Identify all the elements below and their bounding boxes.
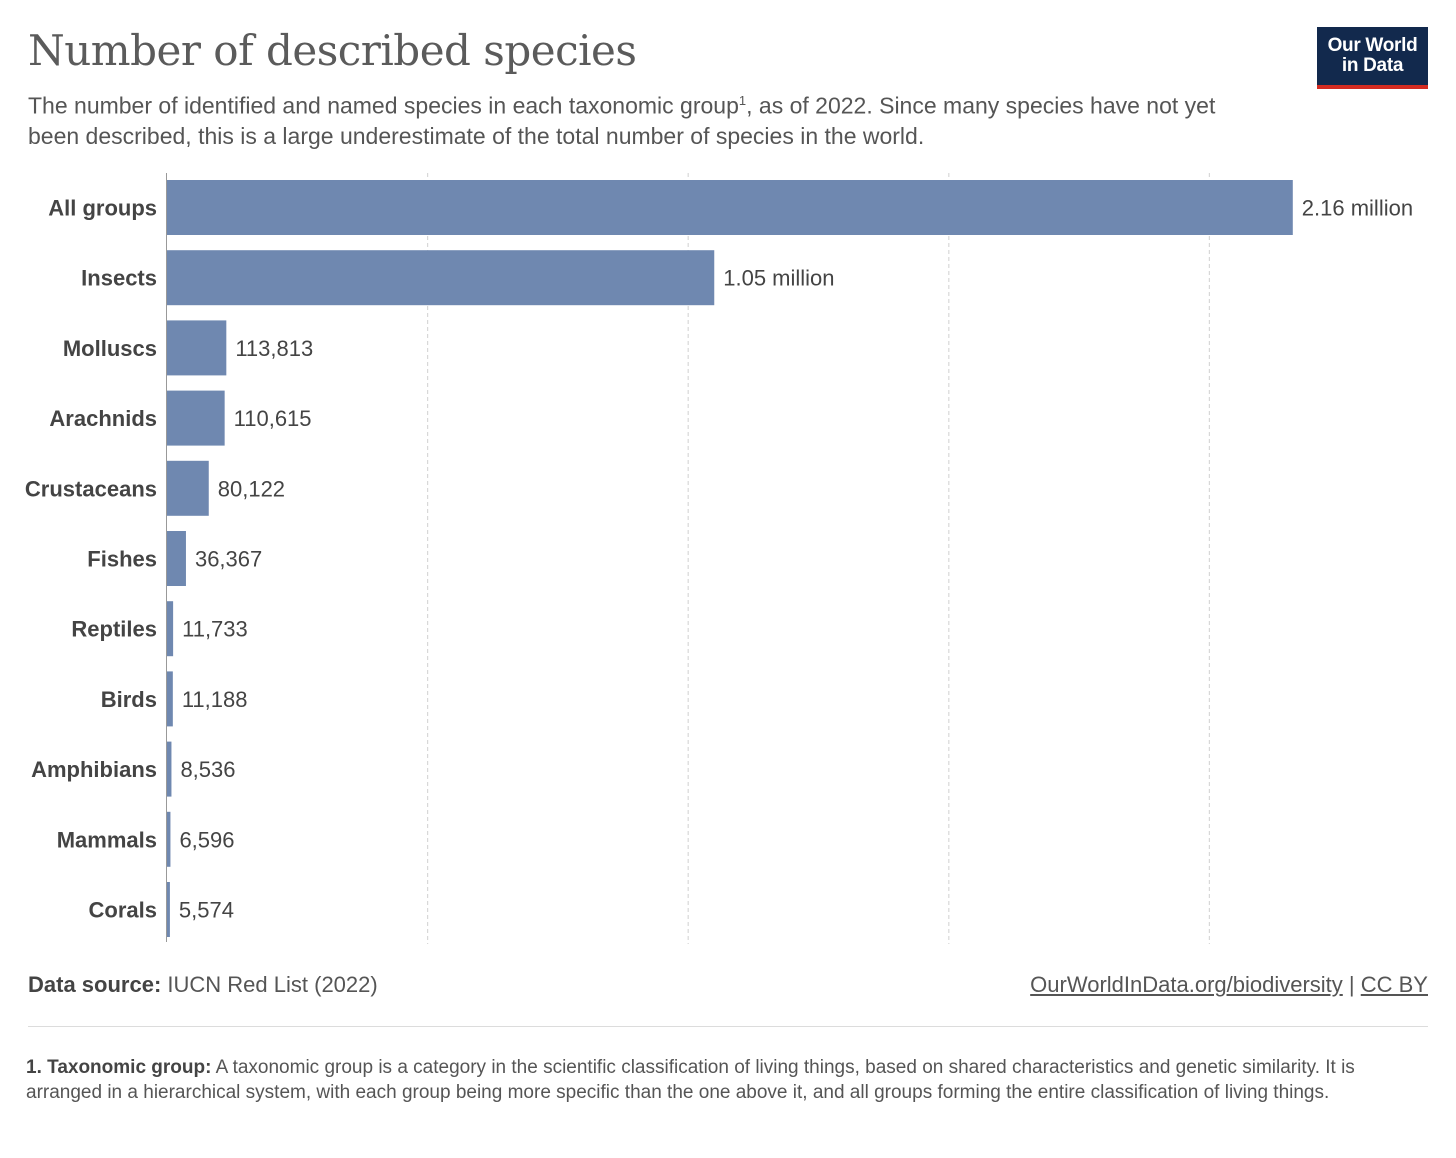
value-label: 1.05 million — [723, 266, 834, 291]
chart-title: Number of described species — [28, 26, 637, 75]
category-label: All groups — [48, 196, 157, 221]
category-label: Insects — [81, 266, 157, 291]
subtitle-text-end: , as of 2022. Since many species have no… — [28, 92, 1216, 149]
category-label: Arachnids — [49, 406, 157, 431]
bar[interactable] — [167, 601, 174, 657]
value-label: 113,813 — [235, 336, 313, 361]
bar[interactable] — [167, 531, 186, 586]
biodiversity-link[interactable]: OurWorldInData.org/biodiversity — [1030, 972, 1343, 997]
data-source: Data source: IUCN Red List (2022) — [28, 972, 378, 998]
bar[interactable] — [167, 250, 715, 306]
data-source-text: IUCN Red List (2022) — [167, 972, 378, 997]
footer-separator: | — [1348, 972, 1355, 997]
footer-links: OurWorldInData.org/biodiversity | CC BY — [1030, 972, 1428, 998]
value-label: 6,596 — [179, 827, 234, 852]
logo-line-2: in Data — [1341, 55, 1404, 76]
bar-chart: All groups 2.16 million Insects 1.05 millio… — [25, 173, 1413, 944]
footnote: 1. Taxonomic group: A taxonomic group is… — [26, 1055, 1386, 1105]
value-label: 2.16 million — [1302, 196, 1413, 221]
data-source-label: Data source: — [28, 972, 162, 997]
footer-divider — [28, 1026, 1428, 1027]
value-label: 80,122 — [218, 476, 285, 501]
category-label: Birds — [101, 687, 157, 712]
footnote-text: A taxonomic group is a category in the s… — [26, 1057, 1355, 1103]
bars: All groups 2.16 million Insects 1.05 millio… — [25, 180, 1413, 937]
subtitle-text-start: The number of identified and named speci… — [28, 92, 739, 119]
category-label: Crustaceans — [25, 476, 157, 501]
bar[interactable] — [167, 180, 1293, 235]
value-label: 11,733 — [182, 617, 248, 642]
logo-line-1: Our World — [1327, 35, 1418, 56]
bar[interactable] — [167, 882, 170, 937]
bar[interactable] — [167, 460, 209, 516]
category-label: Corals — [89, 898, 157, 923]
owid-logo[interactable]: Our World in Data — [1317, 27, 1428, 89]
value-label: 11,188 — [182, 687, 248, 712]
bar[interactable] — [167, 320, 227, 376]
value-label: 5,574 — [179, 898, 234, 923]
category-label: Molluscs — [63, 336, 157, 361]
footnote-marker[interactable]: 1 — [738, 93, 747, 108]
category-label: Reptiles — [71, 617, 157, 642]
bar[interactable] — [167, 671, 173, 727]
category-label: Amphibians — [31, 757, 157, 782]
license-link[interactable]: CC BY — [1360, 972, 1428, 997]
category-label: Mammals — [57, 827, 157, 852]
value-label: 110,615 — [234, 406, 312, 431]
bar[interactable] — [167, 811, 171, 867]
footnote-label: 1. Taxonomic group: — [26, 1057, 212, 1078]
bar[interactable] — [167, 741, 172, 797]
bar[interactable] — [167, 390, 225, 446]
chart-subtitle: The number of identified and named speci… — [28, 86, 1268, 151]
category-label: Fishes — [87, 547, 157, 572]
value-label: 36,367 — [195, 547, 262, 572]
value-label: 8,536 — [180, 757, 235, 782]
